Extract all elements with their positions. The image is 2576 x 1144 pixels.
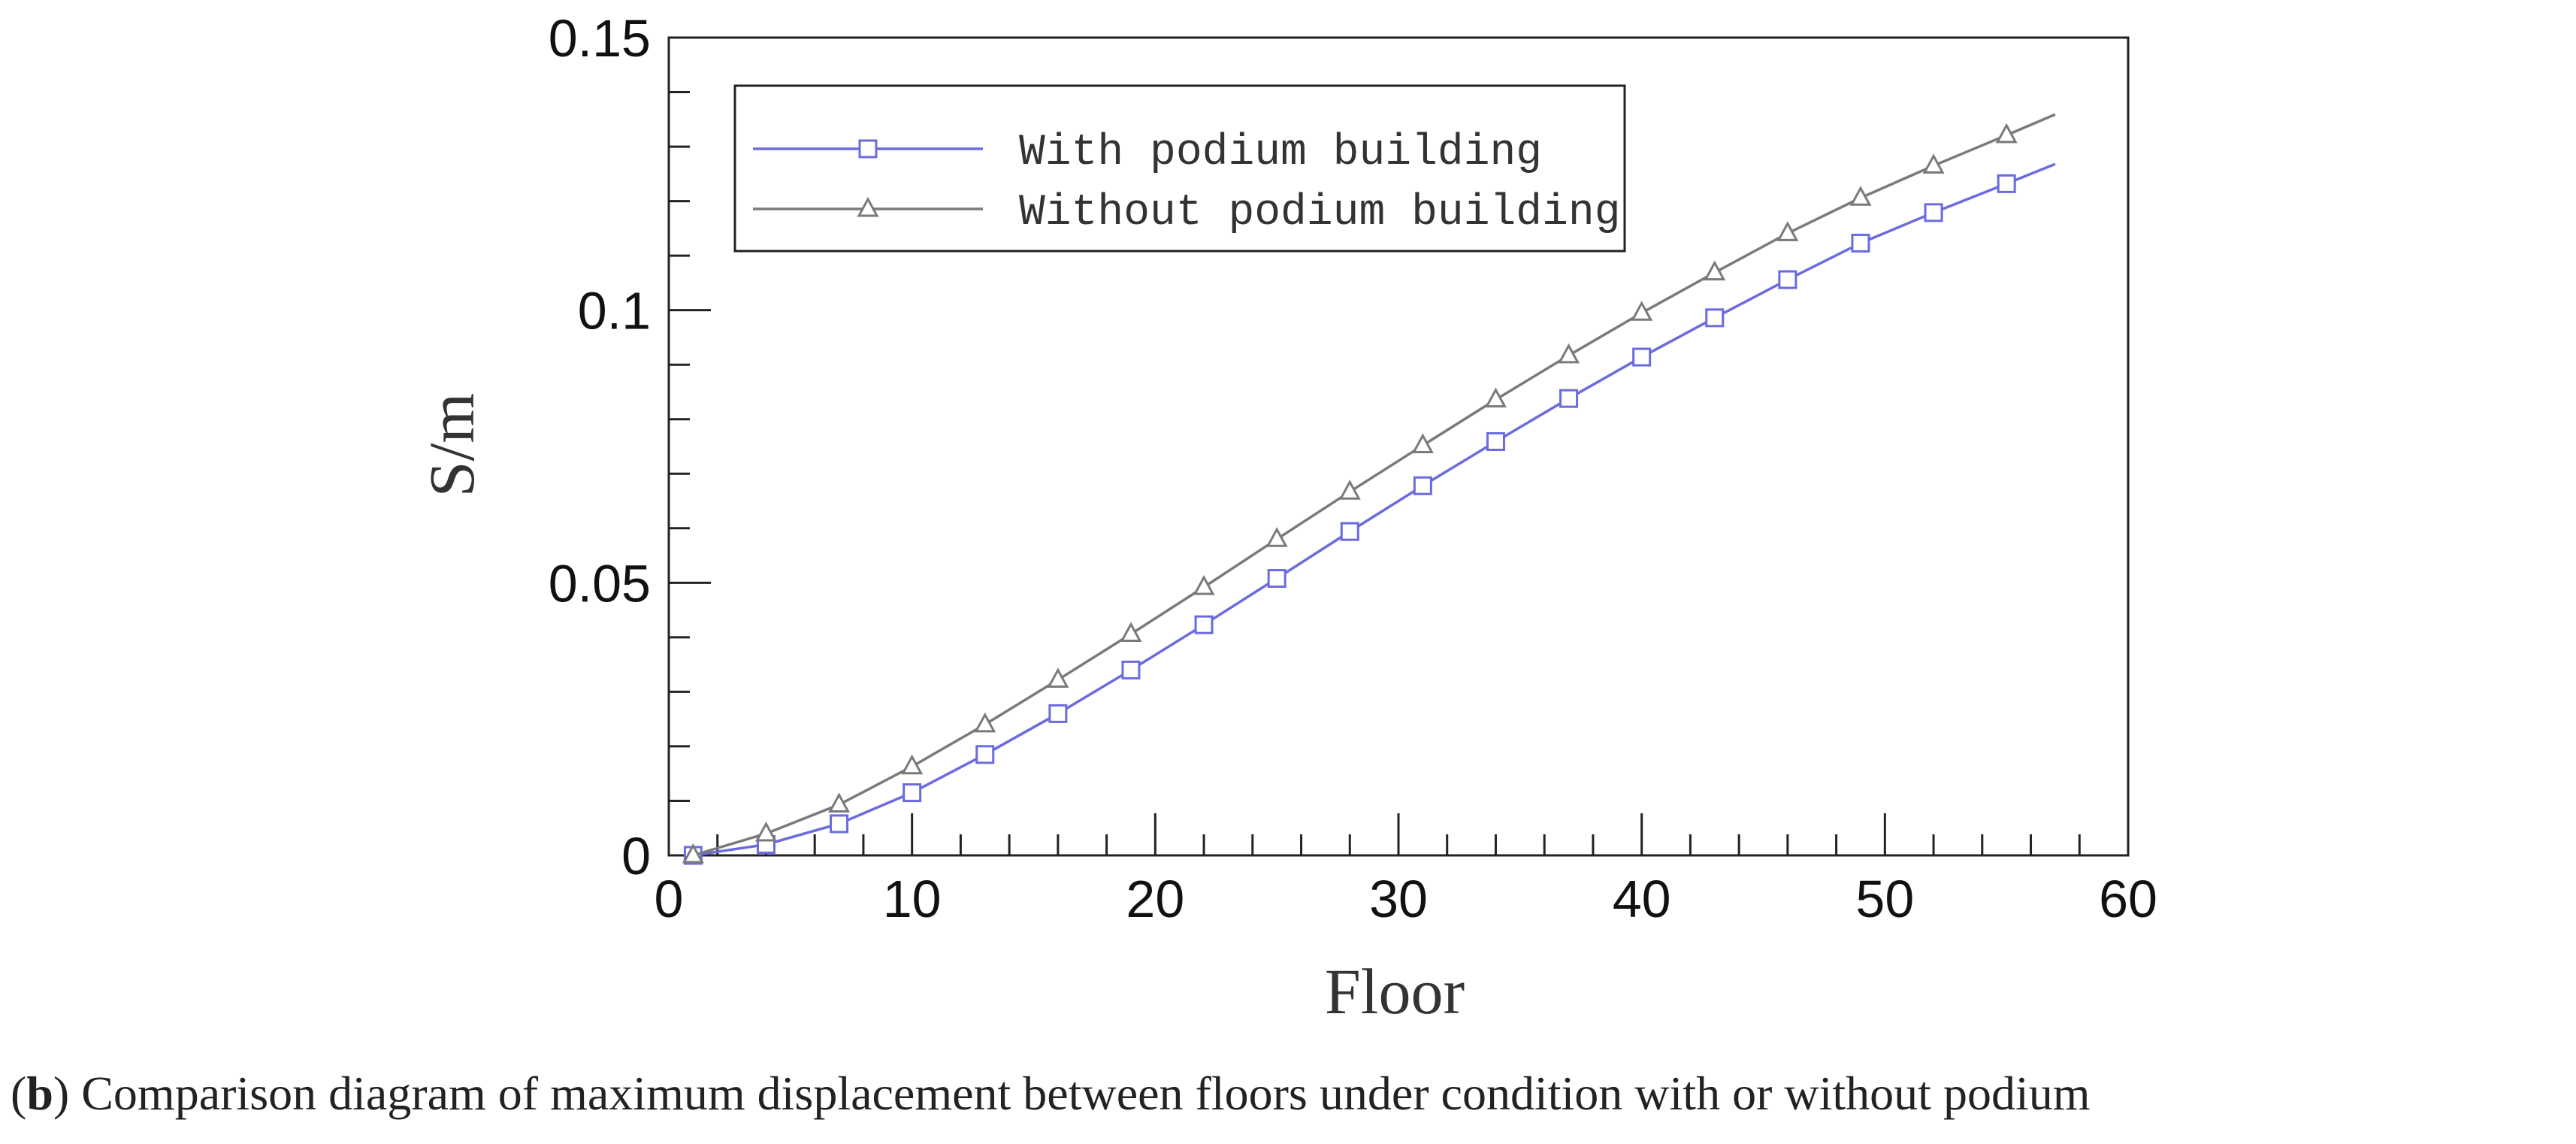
x-tick-label: 0	[655, 870, 684, 928]
legend-label: With podium building	[1019, 129, 1542, 177]
data-point-square	[1778, 270, 1797, 289]
data-point-triangle	[974, 712, 996, 733]
legend-marker-triangle	[857, 196, 879, 217]
data-point-triangle	[901, 754, 924, 775]
series-line-2	[692, 113, 2056, 857]
x-tick-label: 60	[2099, 870, 2157, 928]
caption-text: Comparison diagram of maximum displaceme…	[69, 1067, 2091, 1120]
data-point-square	[975, 745, 995, 764]
figure-caption: (b) Comparison diagram of maximum displa…	[11, 1067, 2091, 1120]
y-tick-label: 0	[621, 827, 651, 885]
data-point-triangle	[1120, 622, 1142, 643]
data-point-square	[1997, 174, 2016, 193]
data-point-square	[1267, 569, 1286, 589]
data-point-square	[1413, 476, 1432, 495]
series-line-1	[693, 162, 2056, 857]
x-tick-label: 20	[1126, 870, 1184, 928]
data-point-triangle	[1995, 123, 2018, 144]
data-point-triangle	[1704, 260, 1726, 281]
series-layer	[682, 113, 2056, 865]
data-point-triangle	[828, 792, 851, 813]
data-point-triangle	[1338, 480, 1361, 500]
data-point-square	[1121, 660, 1141, 679]
x-tick-label: 50	[1855, 870, 1914, 928]
data-point-triangle	[1631, 301, 1653, 321]
data-point-square	[903, 783, 922, 803]
data-point-triangle	[1484, 387, 1507, 408]
data-point-square	[1559, 389, 1579, 408]
legend-box	[733, 84, 1626, 253]
x-tick-label: 10	[883, 870, 942, 928]
data-point-triangle	[1047, 667, 1069, 688]
data-point-square	[1632, 347, 1652, 367]
data-point-triangle	[1922, 153, 1945, 174]
y-tick-label: 0.15	[549, 9, 651, 68]
data-point-triangle	[1411, 433, 1434, 454]
data-point-square	[1048, 704, 1068, 723]
data-point-square	[1486, 431, 1505, 451]
data-point-square	[1851, 233, 1870, 253]
y-tick-label: 0.05	[549, 554, 651, 613]
data-point-triangle	[754, 821, 777, 842]
legend-label: Without podium building	[1019, 189, 1621, 238]
x-tick-label: 40	[1613, 870, 1671, 928]
x-axis-title: Floor	[1325, 955, 1465, 1027]
data-point-triangle	[1849, 186, 1872, 206]
data-point-square	[830, 814, 849, 834]
data-point-square	[1194, 615, 1214, 634]
legend-marker-square	[858, 139, 878, 159]
axes: 0 10 20 30 40 50 60 0 0.05 0.1 0.15	[549, 9, 2157, 928]
legend: With podium building Without podium build…	[733, 84, 1626, 253]
data-point-triangle	[682, 843, 704, 864]
data-point-triangle	[1558, 343, 1580, 364]
caption-letter: b	[26, 1067, 53, 1120]
data-point-triangle	[1193, 575, 1215, 595]
y-axis-title: S/m	[416, 393, 488, 498]
data-point-square	[1705, 308, 1725, 328]
x-tick-label: 30	[1369, 870, 1428, 928]
y-tick-label: 0.1	[578, 282, 651, 340]
data-point-triangle	[1776, 221, 1799, 241]
data-point-square	[1340, 522, 1359, 541]
data-point-triangle	[1265, 527, 1288, 547]
data-point-square	[1924, 203, 1943, 222]
